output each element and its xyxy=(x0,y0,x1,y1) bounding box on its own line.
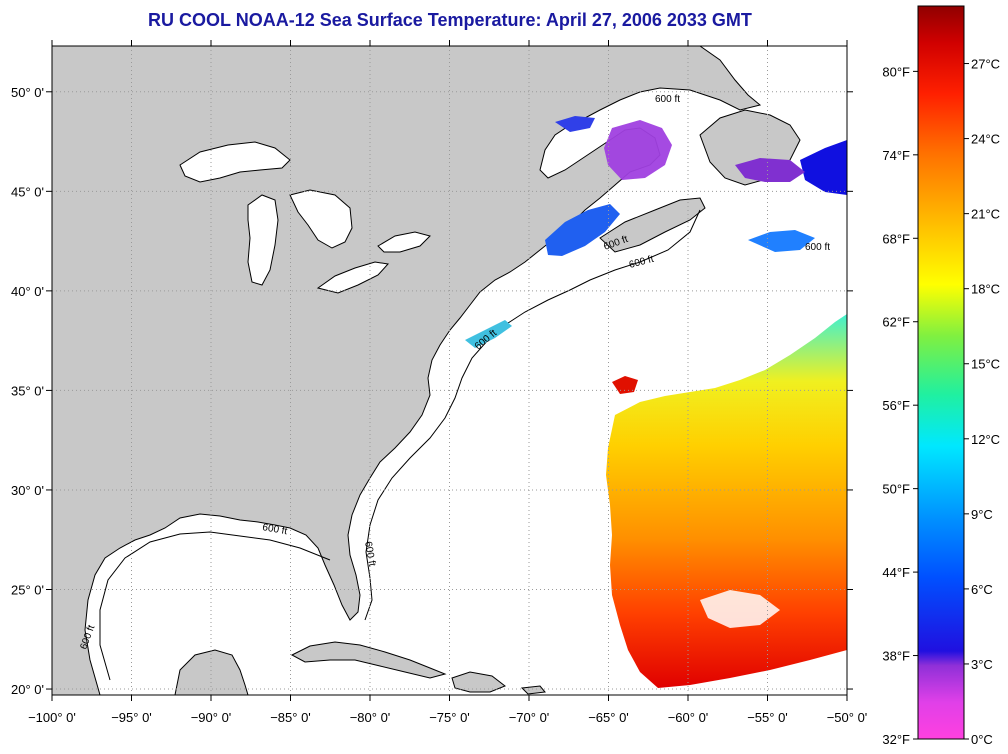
colorbar-labels: 80°F 74°F 68°F 62°F 56°F 50°F 44°F 38°F 32°F 27°C… xyxy=(882,57,1000,747)
sst-patch-newfoundland-shelf xyxy=(735,158,805,182)
fahrenheit-label: 68°F xyxy=(882,231,910,246)
isobath-label: 600 ft xyxy=(655,94,680,105)
lon-tick-label: −55° 0' xyxy=(747,710,788,725)
land-cuba xyxy=(290,641,447,679)
fahrenheit-label: 56°F xyxy=(882,398,910,413)
sst-patch-labrador xyxy=(800,140,847,195)
lon-tick-label: −70° 0' xyxy=(509,710,550,725)
fahrenheit-label: 80°F xyxy=(882,64,910,79)
lon-tick-label: −95° 0' xyxy=(111,710,152,725)
fahrenheit-label: 38°F xyxy=(882,649,910,664)
celsius-label: 6°C xyxy=(971,582,993,597)
isobath-600ft-gulf xyxy=(99,531,331,681)
lon-tick-label: −75° 0' xyxy=(429,710,470,725)
lon-tick-label: −85° 0' xyxy=(270,710,311,725)
isobath-label: 600 ft xyxy=(805,242,830,253)
lon-tick-label: −80° 0' xyxy=(350,710,391,725)
lat-tick-label: 30° 0' xyxy=(11,483,44,498)
lake-ontario xyxy=(377,231,431,253)
celsius-label: 27°C xyxy=(971,57,1000,72)
isobath-600ft-atlantic xyxy=(364,209,701,621)
isobath-label: 600 ft xyxy=(261,522,288,537)
lat-tick-label: 35° 0' xyxy=(11,383,44,398)
celsius-label: 15°C xyxy=(971,357,1000,372)
lat-tick-label: 50° 0' xyxy=(11,85,44,100)
land-puerto-rico xyxy=(520,685,546,695)
celsius-label: 9°C xyxy=(971,507,993,522)
celsius-label: 3°C xyxy=(971,657,993,672)
sst-patch-mid-atlantic-shelf xyxy=(465,320,512,348)
sst-patch-scotian-shelf xyxy=(748,230,815,252)
celsius-label: 21°C xyxy=(971,207,1000,222)
lon-tick-label: −65° 0' xyxy=(588,710,629,725)
lat-tick-label: 20° 0' xyxy=(11,682,44,697)
lake-superior xyxy=(179,141,291,183)
lake-erie xyxy=(316,261,389,294)
celsius-label: 18°C xyxy=(971,282,1000,297)
lat-tick-label: 45° 0' xyxy=(11,184,44,199)
sst-patch-warm-eddy xyxy=(612,376,638,394)
sst-patch-cloud-gap xyxy=(700,590,780,628)
celsius-label: 24°C xyxy=(971,132,1000,147)
map-axes: −100° 0' −95° 0' −90° 0' −85° 0' −80° 0' −75°… xyxy=(11,40,867,725)
graticule xyxy=(52,46,847,695)
lon-tick-label: −50° 0' xyxy=(827,710,868,725)
lat-tick-label: 40° 0' xyxy=(11,284,44,299)
fahrenheit-label: 74°F xyxy=(882,148,910,163)
sst-patch-gulf-st-lawrence xyxy=(604,120,672,180)
land-yucatan xyxy=(174,649,249,695)
colorbar xyxy=(917,5,965,740)
sst-swath-gulf-stream xyxy=(606,314,847,688)
lon-tick-label: −90° 0' xyxy=(191,710,232,725)
sst-patch-gulf-maine-cold xyxy=(545,204,620,256)
lake-huron xyxy=(289,189,353,249)
fahrenheit-label: 32°F xyxy=(882,732,910,747)
celsius-label: 0°C xyxy=(971,732,993,747)
land-north-america xyxy=(52,46,762,695)
sst-patch-st-lawrence-estuary xyxy=(555,116,595,132)
land-nova-scotia xyxy=(599,197,706,253)
lake-michigan xyxy=(247,194,279,286)
lon-tick-label: −60° 0' xyxy=(668,710,709,725)
land-hispaniola xyxy=(451,671,507,693)
lon-tick-label: −100° 0' xyxy=(28,710,76,725)
fahrenheit-label: 44°F xyxy=(882,565,910,580)
fahrenheit-label: 50°F xyxy=(882,482,910,497)
map-title: RU COOL NOAA-12 Sea Surface Temperature:… xyxy=(148,10,752,30)
celsius-label: 12°C xyxy=(971,432,1000,447)
isobath-label: 600 ft xyxy=(362,541,377,568)
lat-tick-label: 25° 0' xyxy=(11,582,44,597)
fahrenheit-label: 62°F xyxy=(882,315,910,330)
